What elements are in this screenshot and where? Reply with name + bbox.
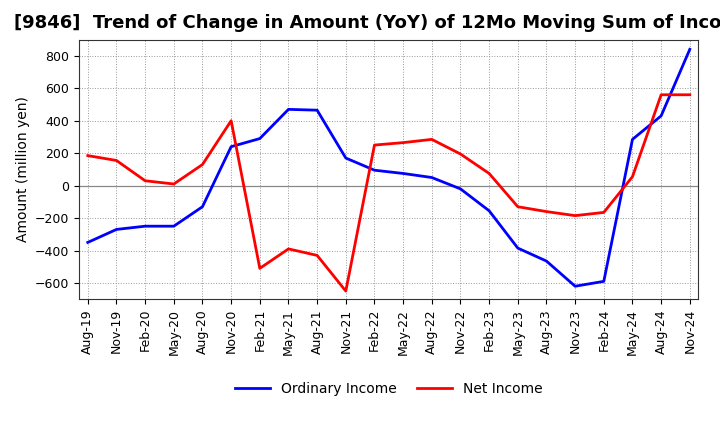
Ordinary Income <box>370 168 379 173</box>
Ordinary Income <box>513 246 522 251</box>
Net Income <box>628 174 636 180</box>
Ordinary Income <box>198 204 207 209</box>
Ordinary Income <box>600 279 608 284</box>
Net Income <box>456 151 465 157</box>
Ordinary Income <box>84 240 92 245</box>
Net Income <box>542 209 551 214</box>
Legend: Ordinary Income, Net Income: Ordinary Income, Net Income <box>229 376 549 401</box>
Net Income <box>141 178 150 183</box>
Net Income <box>428 137 436 142</box>
Net Income <box>399 140 408 145</box>
Ordinary Income <box>657 113 665 118</box>
Net Income <box>685 92 694 97</box>
Ordinary Income <box>399 171 408 176</box>
Ordinary Income <box>112 227 121 232</box>
Y-axis label: Amount (million yen): Amount (million yen) <box>16 96 30 242</box>
Ordinary Income <box>141 224 150 229</box>
Ordinary Income <box>256 136 264 141</box>
Ordinary Income <box>341 155 350 161</box>
Net Income <box>485 171 493 176</box>
Ordinary Income <box>284 107 293 112</box>
Ordinary Income <box>542 258 551 264</box>
Ordinary Income <box>571 284 580 289</box>
Line: Net Income: Net Income <box>88 95 690 291</box>
Net Income <box>600 210 608 215</box>
Net Income <box>112 158 121 163</box>
Net Income <box>198 162 207 167</box>
Net Income <box>256 266 264 271</box>
Net Income <box>571 213 580 218</box>
Line: Ordinary Income: Ordinary Income <box>88 49 690 286</box>
Ordinary Income <box>169 224 178 229</box>
Net Income <box>169 181 178 187</box>
Net Income <box>341 289 350 294</box>
Ordinary Income <box>485 208 493 213</box>
Ordinary Income <box>312 107 321 113</box>
Title: [9846]  Trend of Change in Amount (YoY) of 12Mo Moving Sum of Incomes: [9846] Trend of Change in Amount (YoY) o… <box>14 15 720 33</box>
Ordinary Income <box>685 47 694 52</box>
Net Income <box>227 118 235 123</box>
Ordinary Income <box>456 186 465 191</box>
Ordinary Income <box>428 175 436 180</box>
Net Income <box>312 253 321 258</box>
Net Income <box>513 204 522 209</box>
Net Income <box>370 143 379 148</box>
Net Income <box>84 153 92 158</box>
Ordinary Income <box>227 144 235 149</box>
Ordinary Income <box>628 137 636 142</box>
Net Income <box>657 92 665 97</box>
Net Income <box>284 246 293 252</box>
